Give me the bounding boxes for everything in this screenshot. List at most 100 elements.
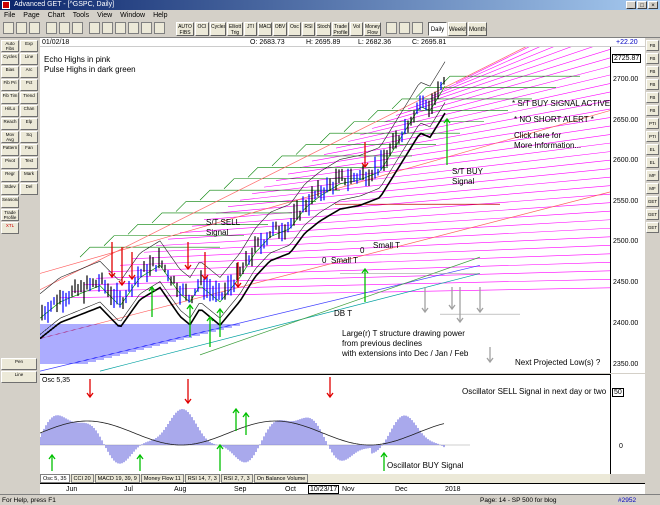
tool-pct[interactable]: Pct bbox=[20, 79, 38, 91]
tool-auto-fibs-left[interactable]: Auto Fibs bbox=[1, 40, 19, 52]
menu-file[interactable]: File bbox=[4, 11, 16, 19]
right-tool-8[interactable]: PTI bbox=[646, 131, 659, 142]
menu-view[interactable]: View bbox=[97, 11, 113, 19]
menu-help[interactable]: Help bbox=[153, 11, 168, 19]
tool-hi-lo[interactable]: Hi/Lo bbox=[1, 105, 19, 117]
right-tool-11[interactable]: MF bbox=[646, 170, 659, 181]
right-tool-12[interactable]: MF bbox=[646, 183, 659, 194]
bar-close: C: 2695.81 bbox=[412, 39, 447, 46]
menu-window[interactable]: Window bbox=[120, 11, 146, 19]
right-tool-5[interactable]: FB bbox=[646, 92, 659, 103]
tool-cycles-left[interactable]: Cycles bbox=[1, 53, 19, 65]
right-tool-6[interactable]: FB bbox=[646, 105, 659, 116]
tool-fib-price[interactable]: Fib Pri bbox=[1, 79, 19, 91]
tab-rsi-2[interactable]: RSI 2, 7, 3 bbox=[220, 474, 253, 483]
tool-cycles[interactable]: Cycles bbox=[210, 22, 226, 36]
new-file-icon[interactable] bbox=[3, 22, 14, 34]
open-folder-icon[interactable] bbox=[16, 22, 27, 34]
oscillator-panel[interactable]: Osc 5,35 Oscillator SELL Signal in next … bbox=[40, 374, 610, 474]
tool-pattern[interactable]: Pattern bbox=[1, 144, 19, 156]
tool-pivot[interactable]: Pivot bbox=[1, 157, 19, 169]
tool-trade-profile[interactable]: Trade Profile bbox=[332, 22, 349, 36]
bars-icon[interactable] bbox=[386, 22, 397, 34]
right-tool-10[interactable]: EL bbox=[646, 157, 659, 168]
tool-exp[interactable]: Exp bbox=[20, 40, 38, 52]
text-icon[interactable] bbox=[154, 22, 165, 34]
line-chart-icon[interactable] bbox=[412, 22, 423, 34]
tool-pen[interactable]: Pen bbox=[1, 358, 37, 370]
right-tool-14[interactable]: GET bbox=[646, 209, 659, 220]
tool-seasonal[interactable]: Seasonal bbox=[1, 196, 19, 208]
tool-reach[interactable]: Reach bbox=[1, 118, 19, 130]
tool-stdev[interactable]: Stdev bbox=[1, 183, 19, 195]
zoom-in-icon[interactable] bbox=[89, 22, 100, 34]
menu-tools[interactable]: Tools bbox=[72, 11, 90, 19]
cursor-icon[interactable] bbox=[128, 22, 139, 34]
tool-elp[interactable]: Elp bbox=[20, 118, 38, 130]
right-tool-7[interactable]: PTI bbox=[646, 118, 659, 129]
tool-jti[interactable]: JTI bbox=[244, 22, 257, 36]
tool-sq[interactable]: Sq bbox=[20, 131, 38, 143]
candles-icon[interactable] bbox=[399, 22, 410, 34]
month-sep: Sep bbox=[234, 486, 247, 493]
tool-bias[interactable]: Bias bbox=[1, 66, 19, 78]
copy-icon[interactable] bbox=[59, 22, 70, 34]
tool-arc[interactable]: Arc bbox=[20, 66, 38, 78]
tab-osc[interactable]: Osc 5, 35 bbox=[40, 474, 70, 483]
right-tool-2[interactable]: FB bbox=[646, 53, 659, 64]
zoom-out-icon[interactable] bbox=[102, 22, 113, 34]
tool-mov-avg[interactable]: Mov Avg bbox=[1, 131, 19, 143]
maximize-button[interactable]: □ bbox=[637, 1, 647, 9]
print-icon[interactable] bbox=[46, 22, 57, 34]
tab-obv[interactable]: On Balance Volume bbox=[253, 474, 309, 483]
tool-line[interactable]: Line bbox=[20, 53, 38, 65]
echo-line bbox=[203, 185, 610, 220]
right-tool-4[interactable]: FB bbox=[646, 79, 659, 90]
grid-icon[interactable] bbox=[141, 22, 152, 34]
tab-rsi-1[interactable]: RSI 14, 7, 3 bbox=[184, 474, 220, 483]
tool-obv[interactable]: OBV bbox=[273, 22, 287, 36]
tool-fib-time[interactable]: Fib Tim bbox=[1, 92, 19, 104]
large-t-label-3: with extensions into Dec / Jan / Feb bbox=[342, 349, 469, 358]
tool-money-flow[interactable]: Money Flow bbox=[364, 22, 381, 36]
tool-osc[interactable]: Osc bbox=[288, 22, 301, 36]
close-button[interactable]: × bbox=[648, 1, 658, 9]
right-tool-9[interactable]: EL bbox=[646, 144, 659, 155]
tool-vol[interactable]: Vol bbox=[350, 22, 363, 36]
more-info-link-2[interactable]: More Information... bbox=[514, 141, 582, 150]
more-info-link-1[interactable]: Click here for bbox=[514, 131, 562, 140]
menu-chart[interactable]: Chart bbox=[47, 11, 65, 19]
tool-regr[interactable]: Regr bbox=[1, 170, 19, 182]
right-tool-1[interactable]: FB bbox=[646, 40, 659, 51]
tool-oci[interactable]: OCI bbox=[195, 22, 209, 36]
tab-cci[interactable]: CCI 20 bbox=[70, 474, 94, 483]
menu-page[interactable]: Page bbox=[23, 11, 40, 19]
tool-text[interactable]: Text bbox=[20, 157, 38, 169]
period-daily[interactable]: Daily bbox=[428, 22, 447, 36]
right-tool-13[interactable]: GET bbox=[646, 196, 659, 207]
tool-rsi[interactable]: RSI bbox=[302, 22, 315, 36]
save-icon[interactable] bbox=[29, 22, 40, 34]
tool-chan[interactable]: Chan bbox=[20, 105, 38, 117]
tool-trade-profile-left[interactable]: Trade Profile bbox=[1, 209, 19, 221]
tool-elliott[interactable]: Elliott Trig bbox=[227, 22, 243, 36]
paste-icon[interactable] bbox=[72, 22, 83, 34]
right-tool-3[interactable]: FB bbox=[646, 66, 659, 77]
tool-stoch[interactable]: Stoch bbox=[316, 22, 331, 36]
tool-auto-fibs[interactable]: AUTO FIBS bbox=[176, 22, 194, 36]
price-chart-area[interactable]: Echo Highs in pink Pulse Highs in dark g… bbox=[40, 47, 610, 373]
period-monthly[interactable]: Monthly bbox=[468, 22, 487, 36]
tool-fan[interactable]: Fan bbox=[20, 144, 38, 156]
right-tool-15[interactable]: GET bbox=[646, 222, 659, 233]
period-weekly[interactable]: Weekly bbox=[448, 22, 467, 36]
tool-del[interactable]: Del bbox=[20, 183, 38, 195]
tool-xtl[interactable]: XTL bbox=[1, 222, 19, 234]
tool-line-style[interactable]: Line bbox=[1, 371, 37, 383]
tool-mark[interactable]: Mark bbox=[20, 170, 38, 182]
tool-macd[interactable]: MACD bbox=[258, 22, 272, 36]
minimize-button[interactable]: _ bbox=[626, 1, 636, 9]
tool-trend[interactable]: Trend bbox=[20, 92, 38, 104]
tab-money-flow[interactable]: Money Flow 11 bbox=[140, 474, 184, 483]
chart-icon[interactable] bbox=[115, 22, 126, 34]
tab-macd[interactable]: MACD 19, 39, 9 bbox=[94, 474, 140, 483]
